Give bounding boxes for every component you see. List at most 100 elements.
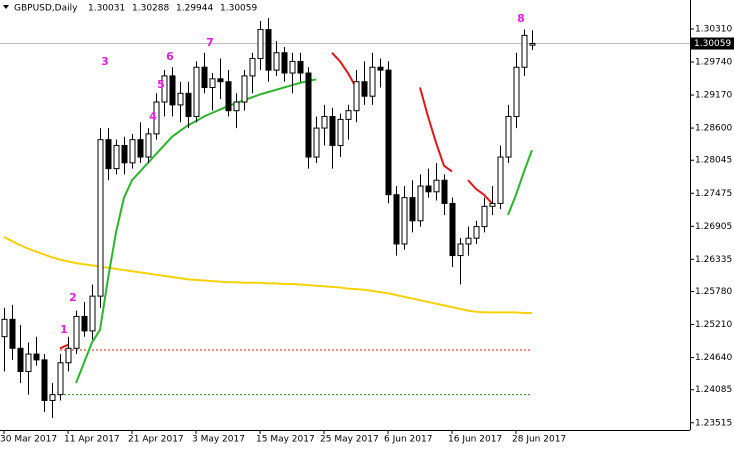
candle [401, 186, 408, 250]
overlay-line [59, 52, 493, 350]
candle-body [345, 110, 352, 120]
x-tick-label: 15 May 2017 [256, 435, 315, 445]
candle [233, 93, 240, 129]
candle [417, 174, 424, 227]
candle-body [153, 101, 160, 135]
candle-body [225, 81, 232, 112]
candle-body [393, 194, 400, 245]
candle-body [321, 115, 328, 129]
candle-body [169, 75, 176, 106]
candle-body [281, 52, 288, 74]
candle [385, 61, 392, 204]
candle [377, 58, 384, 88]
candle-body [161, 75, 168, 103]
candle-body [353, 81, 360, 112]
collapse-icon[interactable] [3, 5, 9, 9]
candle-body [33, 353, 40, 361]
candle [329, 107, 336, 169]
candle [321, 104, 328, 146]
candle-body [241, 75, 248, 103]
wave-label: 4 [149, 110, 157, 123]
candle-body [473, 226, 480, 239]
candle [201, 52, 208, 94]
candle-body [73, 315, 80, 349]
y-tick-label: 1.28045 [695, 156, 732, 166]
candle [113, 139, 120, 175]
x-tick-label: 25 May 2017 [320, 435, 379, 445]
candle-body [425, 185, 432, 193]
candle-body [481, 205, 488, 228]
candle [297, 52, 304, 82]
candle [529, 30, 536, 51]
candle [73, 310, 80, 355]
candle [505, 104, 512, 163]
candle-body [89, 295, 96, 332]
wave-label: 2 [69, 291, 77, 304]
candle-body [401, 197, 408, 245]
candle-body [441, 179, 448, 204]
candle [265, 17, 272, 82]
y-tick-label: 1.29170 [695, 91, 732, 101]
candle-body [457, 243, 464, 257]
candle-body [105, 139, 112, 170]
candle-body [313, 127, 320, 158]
candle-body [25, 353, 32, 372]
candle [217, 58, 224, 100]
overlay-line [3, 236, 532, 314]
header-close: 1.30059 [220, 4, 257, 14]
y-tick-label: 1.28600 [695, 124, 732, 134]
candle-body [233, 101, 240, 112]
candle [457, 238, 464, 285]
candle-body [465, 237, 472, 245]
candle [9, 304, 16, 360]
y-tick-label: 1.29740 [695, 58, 732, 68]
candle-body [449, 202, 456, 257]
x-tick-label: 28 Jun 2017 [512, 435, 566, 445]
header: GBPUSD,Daily 1.30031 1.30288 1.29944 1.3… [14, 4, 257, 14]
candle-body [137, 139, 144, 158]
x-tick-label: 11 Apr 2017 [64, 435, 120, 445]
candle [393, 186, 400, 256]
candle [169, 67, 176, 117]
wave-label: 7 [206, 36, 214, 49]
candle [361, 61, 368, 105]
candle-body [209, 78, 216, 89]
candle [313, 116, 320, 163]
candle-body [193, 66, 200, 117]
candle [33, 336, 40, 366]
y-tick-label: 1.25780 [695, 287, 732, 297]
candle-body [529, 43, 536, 46]
candle [97, 128, 104, 308]
candle-body [9, 318, 16, 349]
header-low: 1.29944 [176, 4, 213, 14]
candle [137, 122, 144, 163]
candle [305, 67, 312, 169]
candle [105, 128, 112, 181]
symbol-title: GBPUSD,Daily [14, 4, 78, 14]
candle [273, 41, 280, 76]
candle [57, 354, 64, 401]
y-tick-label: 1.24085 [695, 385, 732, 395]
candle-body [17, 347, 24, 372]
candle [81, 301, 88, 337]
candle-body [249, 58, 256, 77]
candle [193, 61, 200, 123]
candle-body [113, 144, 120, 170]
y-tick-label: 1.25210 [695, 320, 732, 330]
candle-body [417, 185, 424, 222]
candle [41, 354, 48, 413]
candle-body [81, 315, 88, 332]
wave-label: 1 [60, 323, 68, 336]
candle-body [97, 139, 104, 297]
header-open: 1.30031 [88, 4, 125, 14]
candle-body [265, 29, 272, 71]
candle-body [257, 29, 264, 60]
candle [345, 104, 352, 140]
candle-body [433, 179, 440, 193]
current-price-box [691, 37, 734, 50]
candle [49, 383, 56, 418]
candle [145, 128, 152, 163]
candle-body [185, 92, 192, 117]
candle [481, 197, 488, 233]
